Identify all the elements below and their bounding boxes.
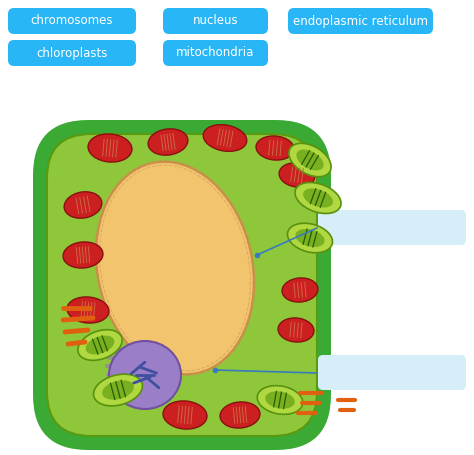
Ellipse shape xyxy=(86,336,114,354)
FancyBboxPatch shape xyxy=(8,8,136,34)
Ellipse shape xyxy=(64,192,102,218)
Text: nucleus: nucleus xyxy=(193,15,238,27)
Ellipse shape xyxy=(296,150,324,171)
FancyBboxPatch shape xyxy=(163,8,268,34)
FancyBboxPatch shape xyxy=(8,40,136,66)
Ellipse shape xyxy=(265,391,295,409)
FancyBboxPatch shape xyxy=(318,355,466,390)
Text: endoplasmic reticulum: endoplasmic reticulum xyxy=(293,15,428,27)
Ellipse shape xyxy=(295,229,325,247)
FancyBboxPatch shape xyxy=(47,134,317,436)
Ellipse shape xyxy=(148,129,188,155)
Ellipse shape xyxy=(163,401,207,429)
Ellipse shape xyxy=(88,134,132,162)
Ellipse shape xyxy=(289,143,331,177)
FancyBboxPatch shape xyxy=(318,210,466,245)
Ellipse shape xyxy=(109,341,181,409)
Ellipse shape xyxy=(282,278,318,302)
Ellipse shape xyxy=(295,182,341,213)
Ellipse shape xyxy=(78,330,122,360)
Ellipse shape xyxy=(63,242,103,268)
Ellipse shape xyxy=(203,125,247,152)
FancyBboxPatch shape xyxy=(163,40,268,66)
Text: chloroplasts: chloroplasts xyxy=(36,46,108,60)
Ellipse shape xyxy=(93,374,143,406)
FancyBboxPatch shape xyxy=(288,8,433,34)
Ellipse shape xyxy=(279,163,315,187)
Ellipse shape xyxy=(303,188,333,207)
Text: mitochondria: mitochondria xyxy=(176,46,255,60)
Ellipse shape xyxy=(256,136,294,160)
Ellipse shape xyxy=(67,297,109,323)
Ellipse shape xyxy=(96,162,254,374)
Ellipse shape xyxy=(102,380,134,399)
Ellipse shape xyxy=(257,386,303,415)
Text: chromosomes: chromosomes xyxy=(31,15,113,27)
Ellipse shape xyxy=(278,318,314,342)
Ellipse shape xyxy=(288,223,332,253)
Ellipse shape xyxy=(220,402,260,428)
FancyBboxPatch shape xyxy=(33,120,331,450)
